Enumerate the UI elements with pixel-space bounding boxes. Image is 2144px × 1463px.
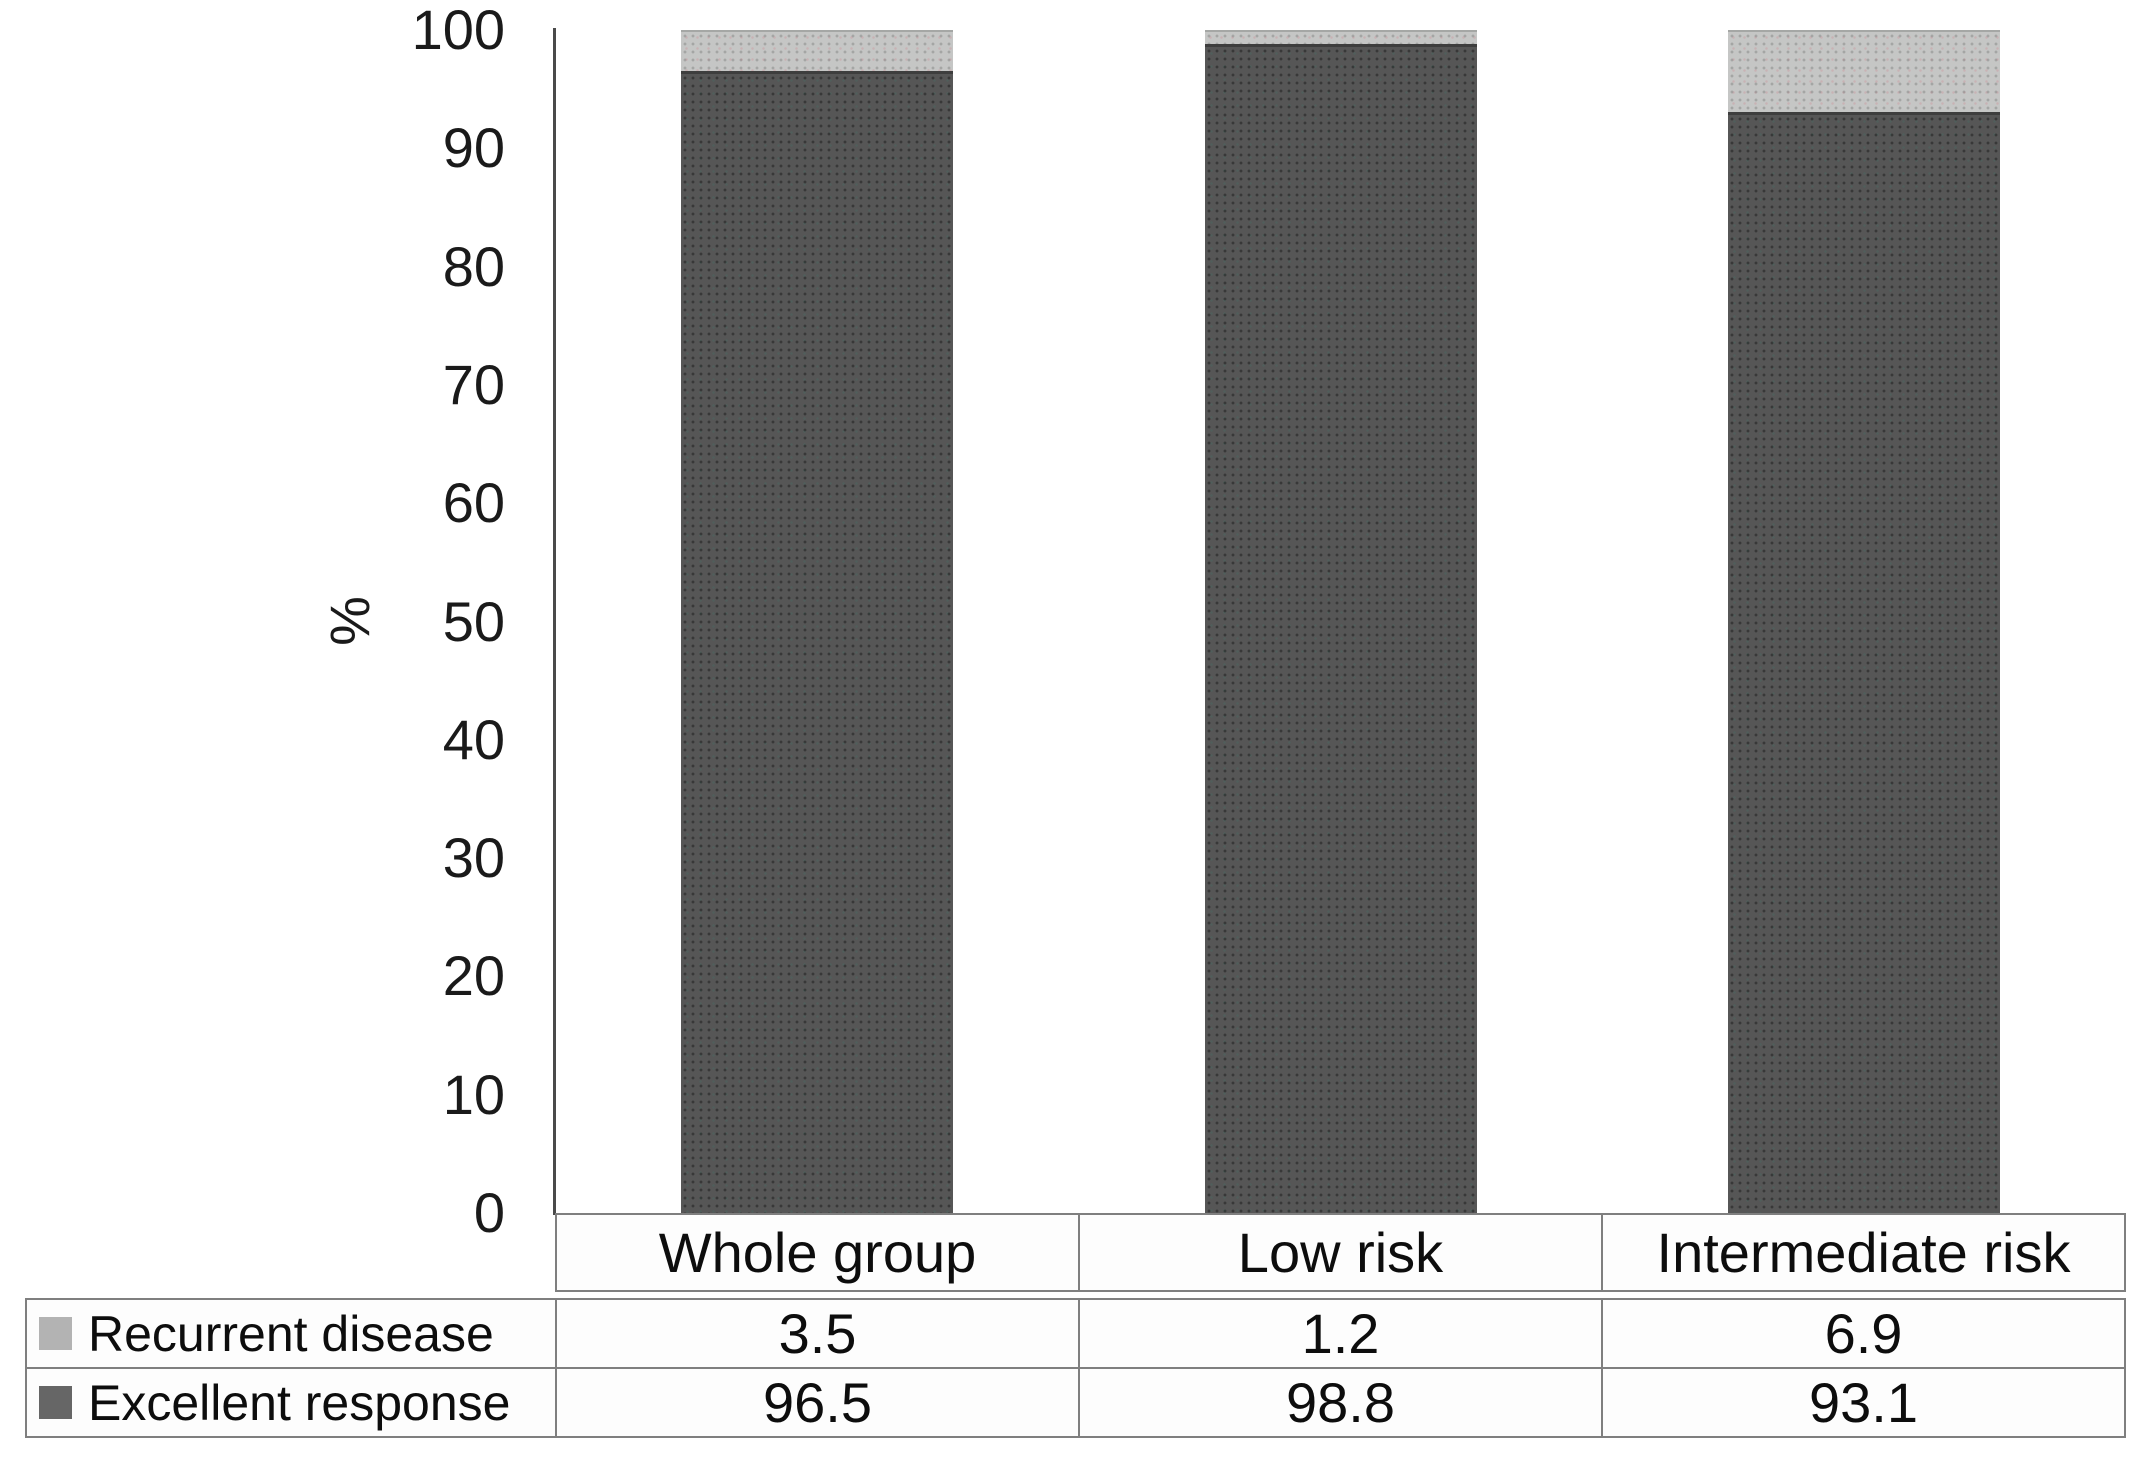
category-cell: Low risk (1078, 1215, 1601, 1290)
y-tick-label: 20 (442, 944, 505, 1008)
bar-segment-recurrent-disease (1728, 30, 2001, 112)
value-cell: 93.1 (1601, 1369, 2124, 1436)
value-cell: 3.5 (778, 1302, 857, 1365)
bar-segment-excellent-response (680, 71, 953, 1213)
bar-segment-excellent-response (1204, 44, 1477, 1213)
y-tick-label: 50 (442, 589, 505, 653)
y-tick-label: 60 (442, 471, 505, 535)
y-tick-label: 30 (442, 826, 505, 890)
data-table-row: Excellent response 96.5 98.8 93.1 (27, 1367, 2124, 1436)
legend-swatch-icon (39, 1386, 72, 1419)
plot-area (555, 30, 2126, 1213)
bar-slot (555, 30, 1079, 1213)
value-cell: 98.8 (1078, 1369, 1601, 1436)
y-tick-label: 70 (442, 352, 505, 416)
bar-segment-excellent-response (1728, 111, 2001, 1213)
y-tick-label: 10 (442, 1062, 505, 1126)
category-cell: Whole group (658, 1221, 977, 1284)
y-tick-label: 90 (442, 116, 505, 180)
bar-slot (1602, 30, 2126, 1213)
y-tick-label: 0 (473, 1181, 505, 1244)
legend-swatch-icon (39, 1317, 72, 1350)
category-cell: Intermediate risk (1601, 1215, 2124, 1290)
bar-segment-recurrent-disease (680, 30, 953, 72)
category-header-row: Whole group Low risk Intermediate risk (555, 1213, 2126, 1292)
y-axis-tick-labels: 0 10 20 30 40 50 60 70 80 90 100 (330, 0, 505, 1243)
bar-segment-recurrent-disease (1204, 30, 1477, 45)
legend-label: Excellent response (88, 1374, 511, 1431)
y-tick-label: 80 (442, 234, 505, 298)
stacked-bar (1204, 30, 1477, 1213)
legend-cell: Recurrent disease (27, 1300, 557, 1367)
y-tick-label: 40 (442, 707, 505, 771)
y-axis-line (553, 28, 556, 1215)
y-tick-label: 100 (411, 0, 505, 61)
legend-cell: Excellent response (27, 1369, 557, 1436)
value-cell: 96.5 (763, 1371, 872, 1434)
value-cell: 1.2 (1078, 1300, 1601, 1367)
stacked-bar (1728, 30, 2001, 1213)
data-table-with-legend: Recurrent disease 3.5 1.2 6.9 Excellent resp… (25, 1298, 2126, 1438)
stacked-bar (680, 30, 953, 1213)
data-table-row: Recurrent disease 3.5 1.2 6.9 (27, 1300, 2124, 1367)
bar-slot (1079, 30, 1603, 1213)
legend-label: Recurrent disease (88, 1305, 494, 1362)
value-cell: 6.9 (1601, 1300, 2124, 1367)
